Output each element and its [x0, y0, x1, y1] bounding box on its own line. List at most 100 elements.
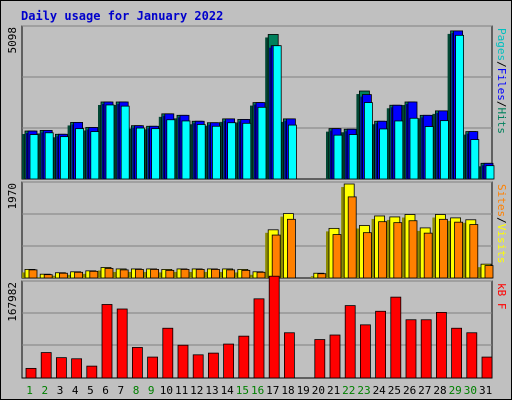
sites-bar: [89, 270, 99, 279]
sites-bar: [286, 218, 296, 279]
chart-title: Daily usage for January 2022: [21, 9, 223, 23]
pages-bar: [363, 102, 373, 180]
kbytes-bar: [375, 310, 387, 379]
sites-bar: [104, 268, 114, 279]
sites-bar: [134, 269, 144, 279]
sites-bar: [469, 224, 479, 279]
pages-bar: [257, 106, 267, 180]
kbytes-bar: [223, 343, 235, 379]
day-label: 22: [342, 384, 355, 397]
pages-bar: [485, 165, 495, 180]
sites-bar: [271, 234, 281, 279]
legend-entry: Hits: [495, 108, 508, 135]
hits-files-pages-max-label: 5098: [6, 27, 19, 54]
legend-entry: /: [495, 101, 508, 108]
sites-bar: [454, 221, 464, 279]
sites-bar: [226, 269, 236, 279]
day-label: 31: [479, 384, 492, 397]
pages-bar: [29, 134, 39, 180]
hits-files-pages-legend: Pages/Files/Hits: [495, 28, 508, 134]
day-label: 11: [175, 384, 188, 397]
sites-bar: [408, 220, 418, 279]
kbytes-bar: [451, 327, 463, 379]
day-label: 5: [87, 384, 94, 397]
day-label: 3: [57, 384, 64, 397]
sites-bar: [332, 234, 342, 279]
pages-bar: [379, 128, 389, 180]
day-label: 19: [297, 384, 310, 397]
day-label: 15: [236, 384, 249, 397]
pages-bar: [455, 34, 465, 180]
pages-bar: [333, 134, 343, 180]
pages-bar: [211, 125, 221, 180]
pages-bar: [166, 119, 176, 180]
day-label: 27: [418, 384, 431, 397]
kbytes-bar: [101, 304, 113, 379]
pages-bar: [470, 139, 480, 180]
pages-bar: [242, 122, 252, 180]
kbytes-bar: [329, 334, 341, 379]
pages-bar: [60, 136, 69, 180]
day-label: 10: [160, 384, 173, 397]
kbytes-bar: [207, 352, 219, 379]
sites-bar: [438, 218, 448, 279]
pages-bar: [196, 124, 206, 180]
kbytes-bar: [40, 352, 52, 379]
day-label: 1: [26, 384, 33, 397]
pages-bar: [424, 126, 434, 180]
visits-sites-legend: Sites/Visits: [495, 184, 508, 264]
sites-bar: [393, 222, 403, 279]
day-label: 17: [266, 384, 279, 397]
kbytes-bar: [86, 365, 98, 379]
legend-entry: Files: [495, 68, 508, 101]
day-label: 7: [117, 384, 124, 397]
sites-bar: [347, 196, 357, 279]
kbytes-max-label: 167982: [6, 282, 19, 322]
kbytes-bar: [359, 324, 371, 379]
legend-entry: Sites: [495, 184, 508, 217]
day-label: 12: [190, 384, 203, 397]
legend-entry: Visits: [495, 224, 508, 264]
day-label: 26: [403, 384, 416, 397]
sites-bar: [210, 269, 220, 279]
sites-bar: [241, 269, 251, 279]
pages-bar: [44, 132, 54, 180]
kbytes-bar: [56, 357, 67, 379]
pages-bar: [75, 128, 84, 180]
day-label: 18: [281, 384, 294, 397]
pages-bar: [135, 127, 145, 180]
pages-bar: [439, 120, 449, 180]
legend-entry: /: [495, 61, 508, 68]
kbytes-bar: [116, 308, 128, 379]
kbytes-bar: [253, 298, 265, 379]
legend-entry: kB F: [495, 283, 508, 310]
kbytes-bar: [481, 356, 493, 379]
kbytes-bar: [268, 275, 280, 379]
sites-bar: [59, 272, 68, 279]
kbytes-bar: [162, 327, 174, 379]
sites-bar: [195, 269, 205, 279]
day-label: 28: [433, 384, 446, 397]
kbytes-legend: kB F: [495, 283, 508, 310]
kbytes-bar: [390, 296, 402, 379]
sites-bar: [317, 273, 327, 279]
day-label: 29: [449, 384, 462, 397]
day-label: 25: [388, 384, 401, 397]
kbytes-bar: [435, 311, 447, 379]
sites-bar: [165, 269, 175, 279]
sites-bar: [378, 221, 388, 279]
pages-bar: [227, 122, 237, 180]
kbytes-bar: [192, 354, 204, 379]
day-label: 2: [41, 384, 48, 397]
sites-bar: [484, 265, 494, 279]
pages-bar: [90, 131, 100, 180]
kbytes-bar: [238, 335, 250, 379]
pages-bar: [287, 124, 297, 180]
day-label: 8: [133, 384, 140, 397]
sites-bar: [119, 269, 129, 279]
day-label: 23: [357, 384, 370, 397]
kbytes-bar: [283, 332, 295, 379]
sites-bar: [43, 274, 53, 279]
